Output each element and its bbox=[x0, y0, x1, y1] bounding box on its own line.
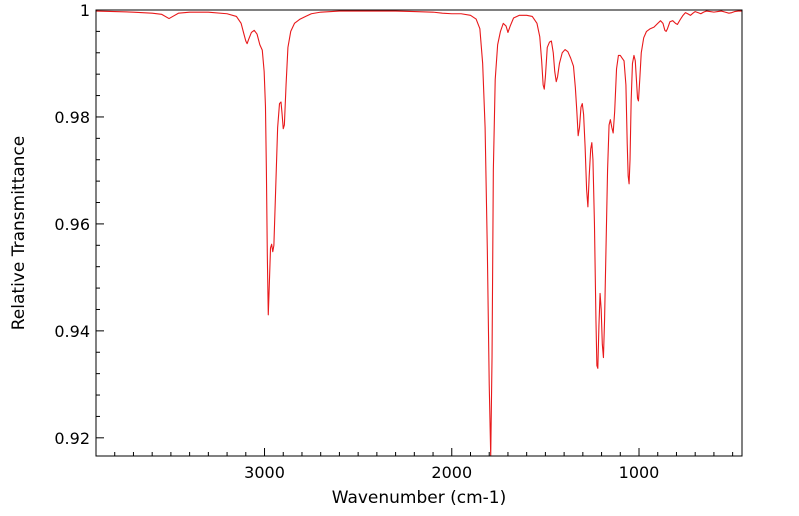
x-tick-label: 1000 bbox=[619, 463, 660, 482]
y-tick-label: 0.96 bbox=[54, 215, 90, 234]
plot-frame bbox=[95, 9, 743, 457]
x-tick-label: 3000 bbox=[244, 463, 285, 482]
tick-labels: 3000 2000 1000 1 0.98 0.96 0.94 0.92 bbox=[54, 1, 659, 482]
x-tick-label: 2000 bbox=[431, 463, 472, 482]
y-axis-title: Relative Transmittance bbox=[9, 136, 29, 331]
spectrum-line bbox=[96, 10, 742, 456]
y-tick-label: 0.94 bbox=[54, 322, 90, 341]
y-tick-label: 0.92 bbox=[54, 429, 90, 448]
x-axis-title: Wavenumber (cm-1) bbox=[332, 488, 507, 508]
y-tick-label: 1 bbox=[80, 1, 90, 20]
tick-marks bbox=[96, 9, 734, 456]
y-tick-label: 0.98 bbox=[54, 108, 90, 127]
